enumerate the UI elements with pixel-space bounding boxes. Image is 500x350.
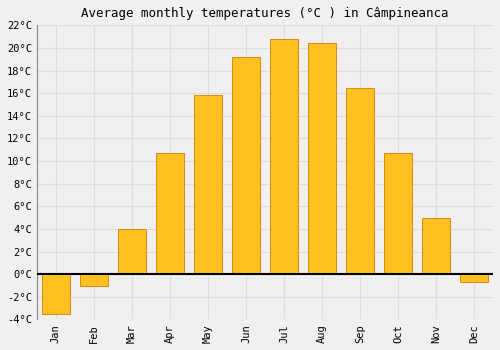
Bar	[270, 39, 298, 274]
Bar	[422, 218, 450, 274]
Bar	[80, 274, 108, 286]
Bar	[384, 153, 412, 274]
Title: Average monthly temperatures (°C ) in Câmpineanca: Average monthly temperatures (°C ) in Câ…	[81, 7, 448, 20]
Bar	[118, 229, 146, 274]
Bar	[156, 153, 184, 274]
Bar	[460, 274, 488, 282]
Bar	[232, 57, 260, 274]
Bar	[194, 96, 222, 274]
Bar	[42, 274, 70, 314]
Bar	[346, 88, 374, 274]
Bar	[308, 43, 336, 274]
